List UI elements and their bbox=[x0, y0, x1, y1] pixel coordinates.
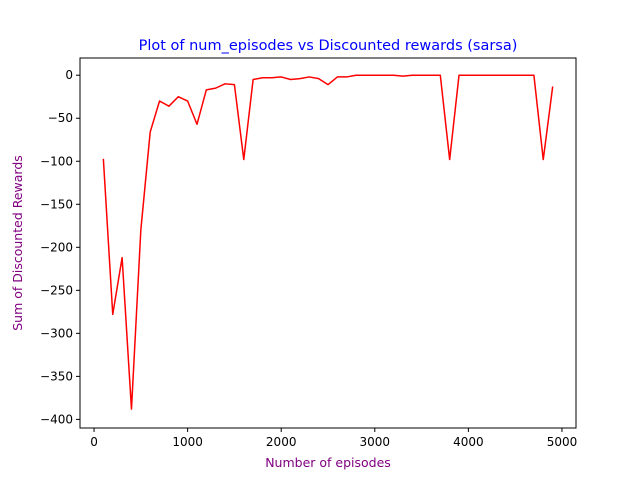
x-tick-label: 3000 bbox=[360, 435, 391, 449]
y-axis: 0 −50 −100 −150 −200 −250 −300 −350 −400 bbox=[40, 68, 80, 426]
x-axis: 0 1000 2000 3000 4000 5000 bbox=[90, 428, 577, 449]
y-tick-label: −350 bbox=[40, 369, 73, 383]
axes-frame bbox=[79, 57, 577, 429]
y-tick-label: −150 bbox=[40, 197, 73, 211]
x-axis-label: Number of episodes bbox=[265, 455, 391, 470]
y-tick-label: 0 bbox=[65, 68, 73, 82]
x-tick-label: 5000 bbox=[547, 435, 578, 449]
x-tick-label: 0 bbox=[90, 435, 98, 449]
series-line bbox=[102, 74, 554, 410]
y-axis-label: Sum of Discounted Rewards bbox=[10, 155, 25, 331]
y-tick-label: −50 bbox=[48, 111, 73, 125]
y-tick-label: −200 bbox=[40, 240, 73, 254]
y-tick-label: −300 bbox=[40, 326, 73, 340]
y-tick-label: −250 bbox=[40, 283, 73, 297]
y-tick-label: −400 bbox=[40, 412, 73, 426]
x-tick-label: 1000 bbox=[172, 435, 203, 449]
plot-area bbox=[102, 74, 554, 410]
x-tick-label: 2000 bbox=[266, 435, 297, 449]
y-tick-label: −100 bbox=[40, 154, 73, 168]
chart-title: Plot of num_episodes vs Discounted rewar… bbox=[139, 38, 518, 54]
x-tick-label: 4000 bbox=[453, 435, 484, 449]
